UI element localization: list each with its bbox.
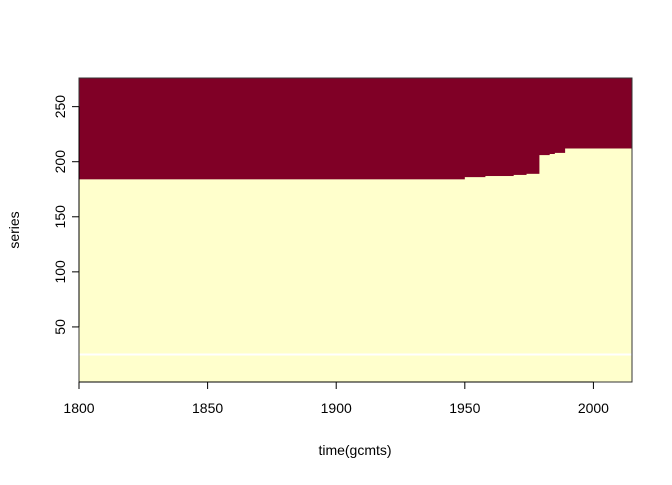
y-tick-label: 100 — [52, 260, 68, 284]
low-region-step — [565, 148, 633, 382]
x-tick-label: 1800 — [63, 400, 94, 416]
x-axis-label: time(gcmts) — [318, 442, 391, 458]
x-axis: 1800 1850 1900 1950 2000 — [63, 381, 609, 416]
low-region-step — [554, 152, 566, 382]
y-axis: 50 100 150 200 250 — [52, 95, 80, 335]
y-tick-label: 50 — [52, 319, 68, 335]
y-tick-label: 250 — [52, 95, 68, 119]
low-region-step — [485, 176, 515, 382]
x-tick-label: 1850 — [192, 400, 223, 416]
plot-area — [78, 77, 633, 383]
y-tick-label: 150 — [52, 205, 68, 229]
low-region-step — [513, 174, 528, 382]
y-axis-label: series — [6, 211, 22, 248]
x-tick-label: 1900 — [321, 400, 352, 416]
y-tick-label: 200 — [52, 150, 68, 174]
x-tick-label: 1950 — [449, 400, 480, 416]
low-region-step — [526, 173, 540, 382]
low-region-step — [539, 155, 551, 382]
low-region-step — [464, 177, 486, 382]
low-region-step — [549, 154, 556, 382]
low-region-step — [79, 179, 466, 382]
x-tick-label: 2000 — [578, 400, 609, 416]
